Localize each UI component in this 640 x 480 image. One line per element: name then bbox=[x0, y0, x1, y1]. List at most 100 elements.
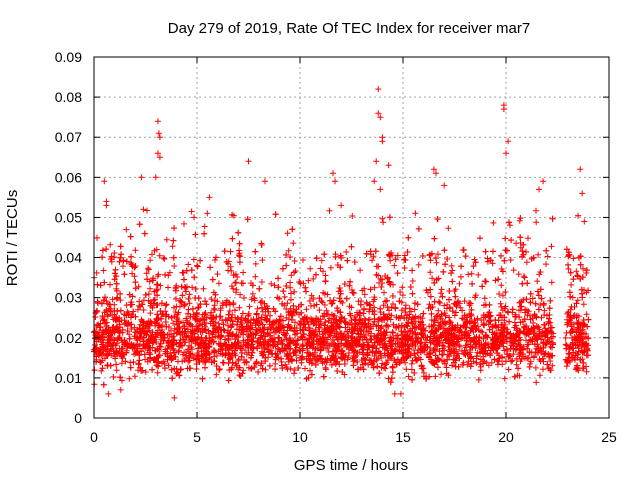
data-point bbox=[193, 309, 200, 316]
data-point bbox=[202, 364, 208, 371]
data-point bbox=[97, 324, 104, 331]
data-point bbox=[543, 340, 550, 347]
data-point bbox=[170, 237, 177, 244]
data-point bbox=[131, 273, 138, 280]
data-point bbox=[547, 297, 554, 304]
data-point bbox=[235, 339, 242, 346]
data-point bbox=[543, 312, 550, 319]
data-point bbox=[565, 350, 572, 357]
data-point bbox=[455, 298, 462, 305]
data-point bbox=[384, 274, 391, 281]
data-point bbox=[327, 332, 334, 339]
data-point bbox=[580, 317, 587, 323]
data-point bbox=[585, 342, 592, 349]
data-point bbox=[332, 253, 339, 260]
data-point bbox=[312, 271, 319, 278]
data-point bbox=[428, 329, 435, 336]
data-point bbox=[346, 282, 353, 289]
data-point bbox=[459, 361, 466, 368]
data-point bbox=[499, 268, 506, 275]
data-point bbox=[284, 300, 291, 307]
data-point bbox=[383, 322, 390, 329]
data-point bbox=[470, 263, 477, 270]
data-point bbox=[380, 219, 387, 226]
data-point bbox=[258, 332, 265, 339]
data-point bbox=[569, 341, 576, 348]
data-point bbox=[581, 343, 588, 350]
data-point bbox=[567, 344, 574, 351]
data-point bbox=[127, 233, 134, 240]
data-point bbox=[412, 210, 419, 217]
data-point bbox=[402, 309, 409, 315]
data-point bbox=[215, 333, 222, 340]
data-point bbox=[228, 341, 235, 348]
data-point bbox=[281, 293, 288, 300]
data-point bbox=[434, 216, 441, 222]
data-point bbox=[252, 248, 259, 255]
data-point bbox=[324, 291, 331, 298]
data-point bbox=[130, 308, 137, 315]
data-point bbox=[405, 337, 412, 344]
data-point bbox=[477, 356, 484, 363]
data-point bbox=[290, 308, 297, 315]
data-point bbox=[359, 346, 366, 353]
data-point bbox=[511, 319, 518, 326]
data-point bbox=[119, 377, 125, 384]
data-point bbox=[387, 281, 394, 288]
data-point bbox=[371, 339, 378, 346]
data-point bbox=[188, 208, 195, 215]
data-point bbox=[94, 307, 101, 314]
data-point bbox=[516, 328, 523, 335]
data-point bbox=[443, 364, 450, 371]
data-point bbox=[329, 323, 336, 330]
data-point bbox=[295, 336, 302, 343]
data-point bbox=[253, 327, 260, 334]
data-point bbox=[542, 341, 549, 348]
data-point bbox=[479, 329, 486, 336]
data-point bbox=[392, 256, 399, 263]
data-point bbox=[537, 269, 544, 275]
data-point bbox=[170, 320, 177, 327]
data-point bbox=[321, 251, 328, 258]
data-point bbox=[186, 342, 193, 349]
data-point bbox=[406, 305, 413, 312]
data-point bbox=[481, 295, 488, 302]
data-point bbox=[202, 310, 209, 316]
data-point bbox=[186, 300, 193, 307]
data-point bbox=[301, 321, 308, 328]
data-point bbox=[247, 354, 254, 361]
data-point bbox=[440, 268, 447, 275]
data-point bbox=[400, 355, 407, 362]
data-point bbox=[524, 355, 531, 362]
data-point bbox=[439, 293, 446, 300]
data-point bbox=[415, 261, 422, 268]
data-point bbox=[140, 297, 147, 304]
data-point bbox=[206, 354, 213, 361]
data-point bbox=[575, 367, 582, 374]
data-point bbox=[152, 347, 159, 354]
data-point bbox=[238, 314, 245, 321]
data-point bbox=[422, 327, 429, 334]
data-point bbox=[273, 354, 280, 361]
data-point bbox=[548, 243, 555, 250]
data-point bbox=[517, 234, 524, 241]
data-point bbox=[526, 363, 533, 370]
data-point bbox=[100, 317, 107, 324]
data-point bbox=[580, 359, 587, 366]
data-point bbox=[267, 312, 274, 319]
data-point bbox=[119, 329, 126, 336]
data-point bbox=[269, 337, 276, 344]
data-point bbox=[453, 303, 460, 310]
data-point bbox=[126, 331, 133, 338]
data-point bbox=[158, 300, 165, 307]
data-point bbox=[319, 331, 326, 338]
data-point bbox=[533, 379, 540, 386]
data-point bbox=[367, 286, 374, 293]
data-point bbox=[308, 292, 315, 299]
data-point bbox=[505, 353, 512, 360]
data-point bbox=[108, 258, 115, 265]
data-point bbox=[342, 334, 349, 341]
data-point bbox=[431, 235, 438, 242]
data-point bbox=[298, 309, 305, 316]
